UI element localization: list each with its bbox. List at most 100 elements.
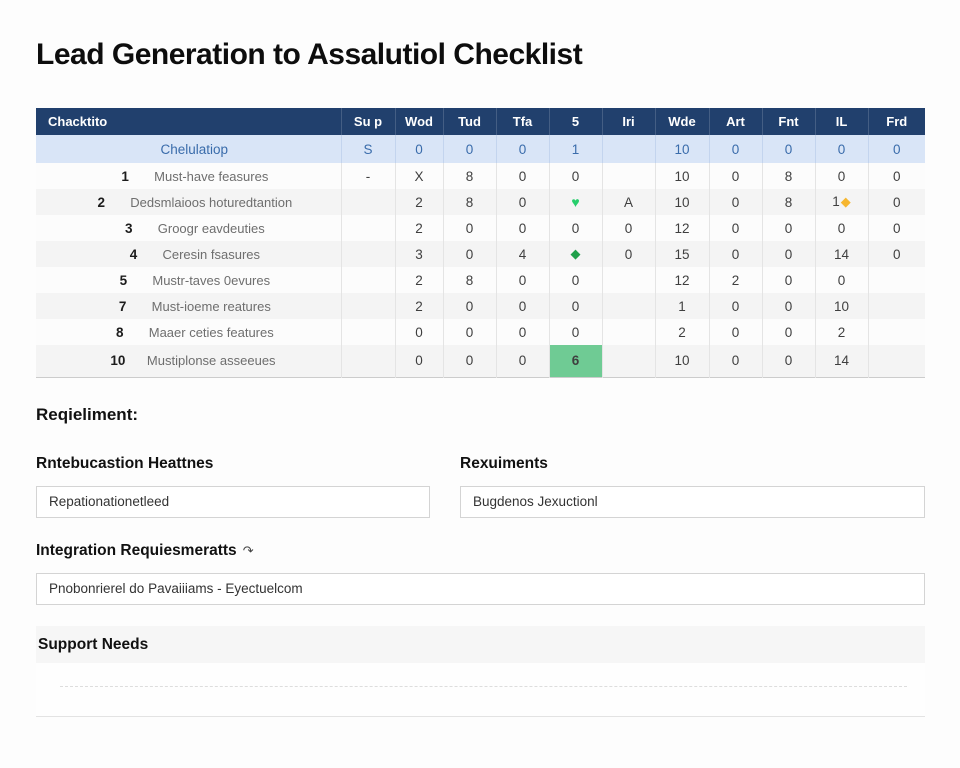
cell-value — [341, 215, 396, 241]
row-label: Mustr-taves 0evures — [152, 272, 271, 288]
column-header: 5 — [549, 108, 603, 135]
cell-value: 0 — [709, 215, 763, 241]
cell-value: 0 — [496, 319, 550, 345]
cell-value — [602, 293, 656, 319]
row-number: 8 — [115, 324, 124, 340]
cell-value: 0 — [602, 215, 656, 241]
cell-value: 0 — [762, 345, 816, 377]
requirements-heading: Reqieliment: — [36, 404, 139, 424]
requirements-field-label: Rexuiments — [460, 454, 548, 472]
cell-value: 14 — [815, 345, 869, 377]
table-row: 1 Must-have feasures - X 8 0 0 10 0 8 0 0 — [36, 163, 925, 189]
cell-value: 0 — [868, 163, 925, 189]
cell-value: 2 — [395, 215, 444, 241]
row-label: Dedsmlaioos hoturedtantion — [130, 194, 293, 210]
table-header-row: Chacktito Su p Wod Tud Tfa 5 Iri Wde Art Fnt IL Frd — [36, 108, 925, 135]
cell-value — [868, 267, 925, 293]
support-section: Support Needs — [36, 625, 925, 717]
row-label: Must-have feasures — [154, 168, 269, 184]
cell-value: 0 — [815, 163, 869, 189]
cell-value — [341, 319, 396, 345]
row-number: 4 — [129, 246, 138, 262]
cell-value: 0 — [496, 163, 550, 189]
cell-value: 1 — [655, 293, 710, 319]
cell-value: 0 — [549, 163, 603, 189]
row-label: Must-ioeme reatures — [151, 298, 271, 314]
column-header: IL — [815, 108, 869, 135]
cell-value: 8 — [443, 163, 497, 189]
table-row: 5 Mustr-taves 0evures 2 8 0 0 12 2 0 0 — [36, 267, 925, 293]
cell-value: 0 — [443, 293, 497, 319]
cell-value — [341, 241, 396, 267]
cell-value: 0 — [762, 319, 816, 345]
column-header: Fnt — [762, 108, 816, 135]
cell-value: 0 — [443, 215, 497, 241]
requirements-fields: Rntebucastion Heattnes Rexuiments — [36, 455, 925, 518]
cell-value — [602, 319, 656, 345]
table-row: 4 Ceresin fsasures 3 0 4 ◆ 0 15 0 0 14 0 — [36, 241, 925, 267]
row-name-cell: 10 Mustiplonse asseeues — [36, 345, 342, 377]
cell-value — [341, 267, 396, 293]
column-header: Su p — [341, 108, 396, 135]
cell-value — [341, 345, 396, 377]
cell-value: 2 — [395, 293, 444, 319]
cell-value: 0 — [709, 189, 763, 215]
requirements-input[interactable] — [460, 485, 925, 518]
row-name-cell: 2 Dedsmlaioos hoturedtantion — [36, 189, 342, 215]
row-name-cell: 8 Maaer ceties features — [36, 319, 342, 345]
yellow-diamond-icon: ◆ — [840, 194, 851, 209]
cell-value: 0 — [496, 215, 550, 241]
row-number: 2 — [97, 194, 106, 210]
summary-row-label: Chelulatiop — [36, 135, 342, 163]
cell-value: 10 — [655, 135, 710, 163]
cell-value: - — [341, 163, 396, 189]
summary-row: Chelulatiop S 0 0 0 1 10 0 0 0 0 — [36, 135, 925, 163]
table-body: Chelulatiop S 0 0 0 1 10 0 0 0 0 1 Must-have feasure… — [36, 135, 925, 377]
cell-value: 0 — [762, 215, 816, 241]
cell-value: 2 — [655, 319, 710, 345]
cell-value: 1◆ — [815, 189, 869, 215]
cell-value: 10 — [655, 345, 710, 377]
support-textarea[interactable] — [36, 662, 925, 717]
features-input[interactable] — [36, 485, 430, 518]
integration-input[interactable] — [36, 572, 925, 605]
column-header: Chacktito — [36, 108, 342, 135]
table-row: 3 Groogr eavdeuties 2 0 0 0 0 12 0 0 0 0 — [36, 215, 925, 241]
row-name-cell: 7 Must-ioeme reatures — [36, 293, 342, 319]
cell-value: 0 — [395, 135, 444, 163]
support-heading: Support Needs — [36, 625, 925, 663]
cell-value: 4 — [496, 241, 550, 267]
cell-value — [341, 293, 396, 319]
column-header: Iri — [602, 108, 656, 135]
cell-value: 0 — [602, 241, 656, 267]
integration-heading-label: Integration Requiesmeratts — [36, 541, 237, 559]
cell-value: 1 — [549, 135, 603, 163]
cell-value — [602, 135, 656, 163]
checklist-table: Chacktito Su p Wod Tud Tfa 5 Iri Wde Art Fnt IL Frd… — [36, 108, 925, 378]
page-container: Lead Generation to Assalutiol Checklist … — [36, 38, 925, 717]
row-number: 10 — [110, 353, 126, 369]
cell-value: 12 — [655, 215, 710, 241]
dashed-line — [60, 685, 907, 687]
cell-value: 0 — [549, 215, 603, 241]
cell-value: 0 — [709, 345, 763, 377]
cell-value: 10 — [655, 163, 710, 189]
curved-arrow-icon: ↷ — [242, 542, 254, 558]
cell-value: A — [602, 189, 656, 215]
cell-value: 3 — [395, 241, 444, 267]
green-heart-icon: ♥ — [571, 194, 580, 210]
cell-value: 10 — [655, 189, 710, 215]
cell-value: 0 — [709, 293, 763, 319]
row-number: 5 — [119, 272, 128, 288]
page-title: Lead Generation to Assalutiol Checklist — [36, 38, 583, 71]
cell-value: 0 — [868, 215, 925, 241]
cell-value: 0 — [443, 241, 497, 267]
cell-value: 0 — [549, 267, 603, 293]
cell-value: 8 — [762, 163, 816, 189]
table-row: 2 Dedsmlaioos hoturedtantion 2 8 0 ♥ A 10 0 8 1◆ 0 — [36, 189, 925, 215]
cell-value: X — [395, 163, 444, 189]
cell-value: S — [341, 135, 396, 163]
column-header: Frd — [868, 108, 925, 135]
cell-value: 0 — [496, 135, 550, 163]
cell-value: 0 — [443, 319, 497, 345]
